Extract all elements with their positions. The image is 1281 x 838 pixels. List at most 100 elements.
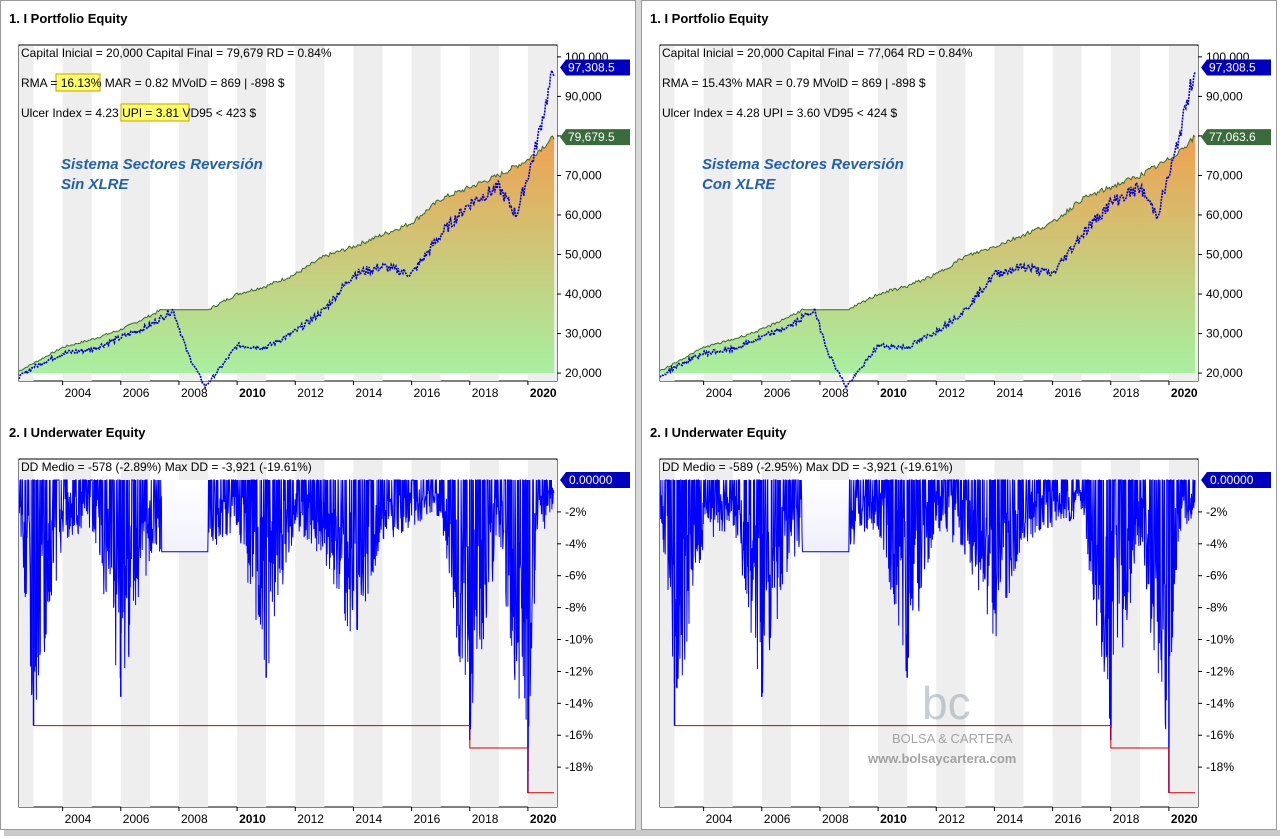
stats-line-2: RMA = 16.13% MAR = 0.82 MVolD = 869 | -8… [21,76,285,90]
strategy-annotation-1: Sistema Sectores Reversión [702,156,904,173]
uw-y-tick-label: -10% [1206,633,1234,647]
equity-y-tick-label: 50,000 [565,248,602,262]
benchmark-line [659,71,1196,390]
ulcer-index: Ulcer Index = 4.28 [662,106,763,120]
uw-x-tick-label: 2012 [938,812,965,826]
equity-x-tick-label: 2012 [297,386,324,400]
uw-y-tick-label: -10% [565,633,593,647]
stats-line-3: Ulcer Index = 4.28 UPI = 3.60 VD95 < 424… [662,106,897,120]
uw-year-band [411,460,441,807]
watermark-url: www.bolsaycartera.com [867,751,1016,766]
uw-y-tick-label: -6% [565,569,587,583]
uw-x-tick-label: 2004 [65,812,92,826]
equity-x-tick-label: 2004 [65,386,92,400]
max-dd-line [674,725,1196,794]
equity-y-tick-label: 70,000 [1206,168,1243,182]
stats-line-3-rest: VD95 < 424 $ [820,106,897,120]
equity-x-tick-label: 2014 [996,386,1023,400]
uw-y-tick-label: -2% [1206,505,1228,519]
panel-divider[interactable] [636,0,641,830]
uw-x-tick-label: 2004 [706,812,733,826]
strategy-annotation-2: Sin XLRE [61,176,130,193]
benchmark-value-label: 97,308.5 [1209,60,1256,74]
stats-line-1: Capital Inicial = 20,000 Capital Final =… [21,46,332,60]
stats-line-2: RMA = 15.43% MAR = 0.79 MVolD = 869 | -8… [662,76,926,90]
uw-x-tick-label: 2018 [472,812,499,826]
equity-y-tick-label: 90,000 [565,89,602,103]
uw-line [659,479,1196,730]
uw-y-tick-label: -2% [565,505,587,519]
uw-year-band [1052,460,1082,807]
equity-y-tick-label: 50,000 [1206,248,1243,262]
uw-y-tick-label: -14% [1206,696,1234,710]
year-band [62,46,92,381]
equity-x-tick-label: 2010 [239,386,266,400]
equity-x-tick-label: 2008 [181,386,208,400]
uw-zero-label-bg [560,472,630,488]
uw-x-tick-label: 2006 [764,812,791,826]
window-shadow [4,830,1280,836]
equity-y-tick-label: 20,000 [1206,366,1243,380]
uw-zero-label-bg [1201,472,1271,488]
stats-line-1: Capital Inicial = 20,000 Capital Final =… [662,46,973,60]
equity-x-tick-label: 2018 [1113,386,1140,400]
upi-highlight [120,103,190,122]
uw-x-tick-label: 2014 [355,812,382,826]
equity-x-tick-label: 2006 [123,386,150,400]
equity-x-tick-label: 2010 [880,386,907,400]
upi-value: UPI = 3.81 [122,106,179,120]
year-band [19,46,34,381]
equity-x-tick-label: 2018 [472,386,499,400]
uw-chart-title: 2. I Underwater Equity [650,425,787,440]
benchmark-value-label: 97,308.5 [568,60,615,74]
equity-x-tick-label: 2016 [1055,386,1082,400]
uw-y-tick-label: -16% [1206,728,1234,742]
watermark-text: BOLSA & CARTERA [892,731,1013,746]
max-dd-line [33,725,555,794]
uw-y-tick-label: -16% [565,728,593,742]
uw-y-tick-label: -4% [1206,537,1228,551]
uw-y-tick-label: -14% [565,696,593,710]
uw-y-tick-label: -4% [565,537,587,551]
rma-label: RMA = [662,76,702,90]
stats-line-3: Ulcer Index = 4.23 UPI = 3.81 VD95 < 423… [21,106,256,120]
equity-y-tick-label: 70,000 [565,168,602,182]
equity-x-tick-label: 2016 [414,386,441,400]
uw-x-tick-label: 2012 [297,812,324,826]
year-band [660,46,675,381]
equity-chart-title: 1. I Portfolio Equity [650,11,769,26]
uw-x-tick-label: 2006 [123,812,150,826]
equity-area [19,136,555,374]
uw-zero-label: 0.00000 [569,473,613,487]
strategy-annotation-2: Con XLRE [702,176,776,193]
final-equity-label-bg [1201,129,1271,146]
uw-zero-label: 0.00000 [1210,473,1254,487]
equity-x-tick-label: 2008 [822,386,849,400]
uw-x-tick-label: 2008 [822,812,849,826]
panel-left: 1. I Portfolio Equity100,00090,00080,000… [0,0,636,830]
uw-x-tick-label: 2018 [1113,812,1140,826]
rma-highlight [55,73,101,92]
equity-y-tick-label: 30,000 [1206,327,1243,341]
uw-x-tick-label: 2016 [1055,812,1082,826]
uw-x-tick-label: 2016 [414,812,441,826]
equity-line [18,135,555,372]
benchmark-value-label-bg [560,59,630,76]
equity-y-tick-label: 40,000 [565,287,602,301]
strategy-annotation-1: Sistema Sectores Reversión [61,156,263,173]
uw-x-tick-label: 2014 [996,812,1023,826]
panel-left-svg: 1. I Portfolio Equity100,00090,00080,000… [9,11,630,826]
watermark-logo: bc [922,677,971,729]
uw-y-tick-label: -18% [1206,760,1234,774]
uw-y-tick-label: -18% [565,760,593,774]
uw-x-tick-label: 2020 [530,812,557,826]
final-equity-label: 79,679.5 [568,130,615,144]
ulcer-index: Ulcer Index = 4.23 [21,106,122,120]
uw-y-tick-label: -12% [565,664,593,678]
rma-label: RMA = [21,76,61,90]
final-equity-label-bg [560,129,630,146]
uw-x-tick-label: 2020 [1171,812,1198,826]
uw-line [18,479,555,772]
benchmark-line [18,67,555,391]
uw-x-tick-label: 2010 [239,812,266,826]
